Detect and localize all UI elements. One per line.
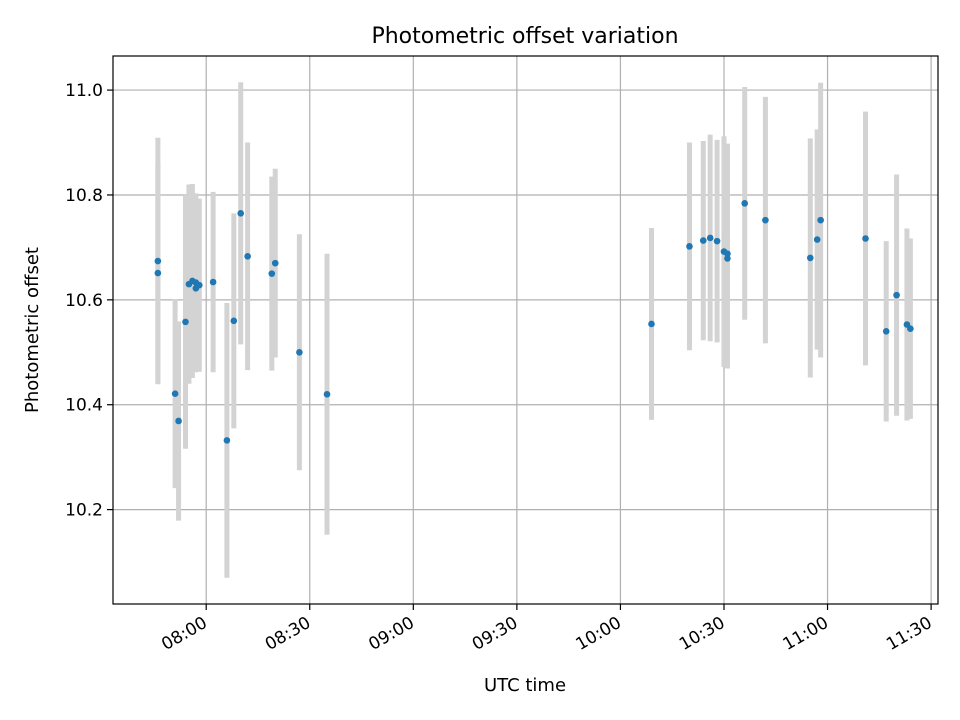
data-point <box>813 236 821 243</box>
data-points <box>154 200 914 444</box>
data-point <box>230 317 238 325</box>
data-point <box>195 281 203 289</box>
data-point <box>907 325 914 332</box>
y-axis-label: Photometric offset <box>22 247 43 413</box>
data-point <box>648 320 655 328</box>
data-point <box>806 254 814 262</box>
plot-frame <box>112 55 939 605</box>
y-tick-label: 11.0 <box>65 81 103 101</box>
data-point <box>296 348 303 356</box>
x-axis-label: UTC time <box>484 675 566 696</box>
data-point <box>209 278 217 286</box>
data-point <box>323 390 331 398</box>
data-point <box>741 200 748 207</box>
data-point <box>171 390 179 398</box>
data-point <box>882 328 890 335</box>
y-tick-label: 10.6 <box>65 291 103 311</box>
y-axis: 10.2 10.4 10.6 10.8 11.0 <box>65 81 113 521</box>
data-point <box>724 255 731 262</box>
data-point <box>268 270 276 277</box>
data-point <box>175 417 182 425</box>
data-point <box>154 257 162 265</box>
data-point <box>713 237 721 245</box>
y-tick-label: 10.8 <box>65 186 103 206</box>
y-tick-label: 10.2 <box>65 501 103 521</box>
data-point <box>686 243 693 250</box>
data-point <box>762 216 769 224</box>
data-point <box>154 269 162 277</box>
data-point <box>182 318 189 326</box>
data-point <box>817 216 824 224</box>
data-point <box>271 259 279 267</box>
data-point <box>237 210 245 217</box>
data-point <box>706 234 714 242</box>
data-point <box>724 250 731 257</box>
y-tick-label: 10.4 <box>65 396 103 416</box>
data-point <box>862 235 869 242</box>
data-point <box>699 237 707 244</box>
chart-title: Photometric offset variation <box>371 24 678 49</box>
data-point <box>893 291 900 299</box>
data-point <box>244 253 251 260</box>
data-point <box>223 437 231 444</box>
